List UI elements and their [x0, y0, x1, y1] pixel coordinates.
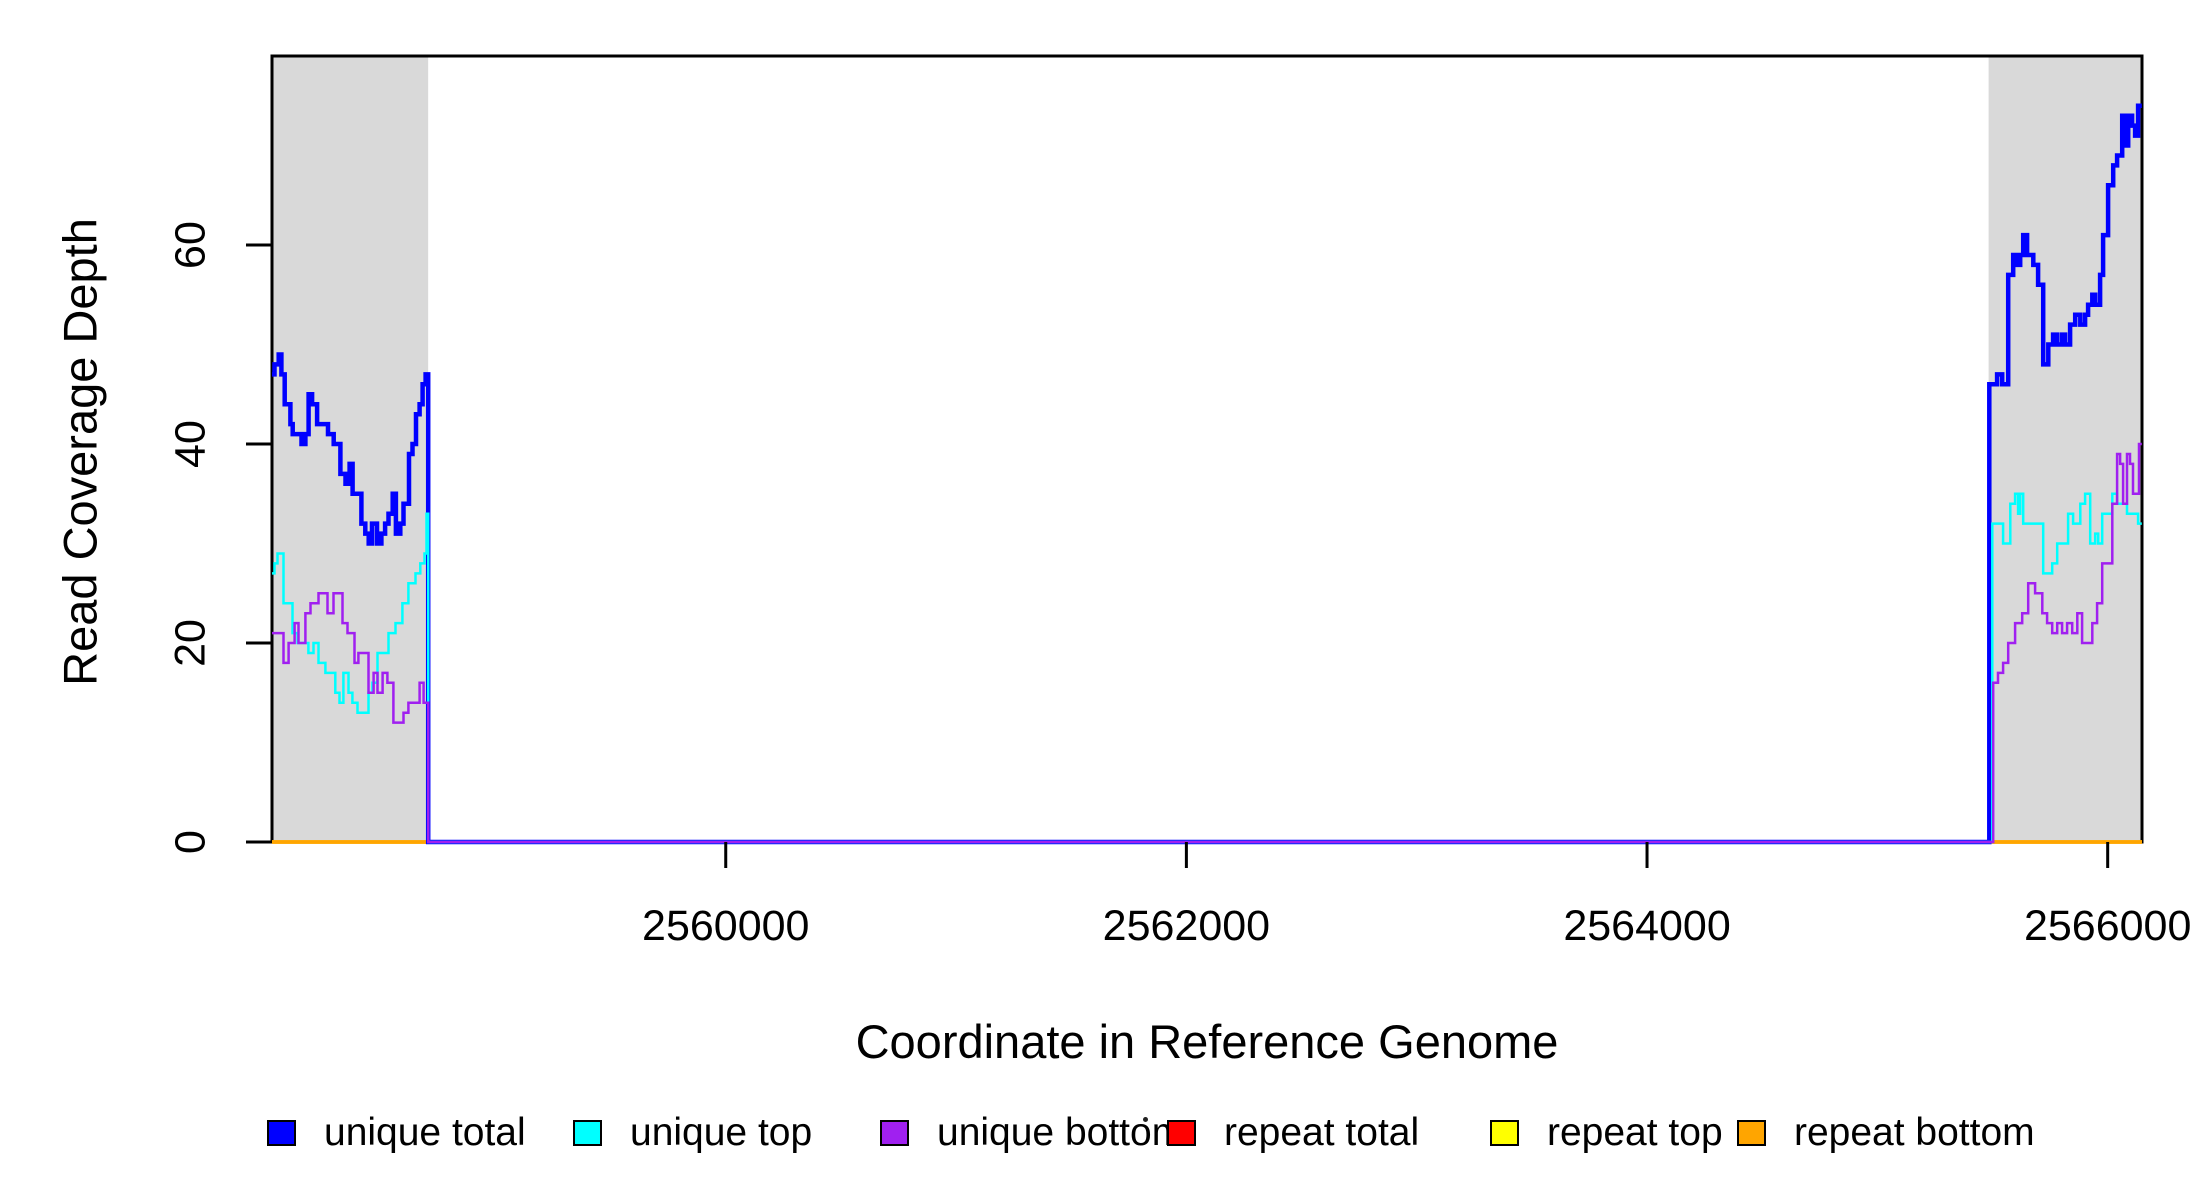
- legend-label: repeat bottom: [1794, 1111, 2035, 1154]
- legend-label: unique bottom: [937, 1111, 1185, 1154]
- legend-item-unique-total: unique total: [267, 1111, 526, 1154]
- legend-label: unique top: [630, 1111, 813, 1154]
- legend-label: repeat total: [1224, 1111, 1420, 1154]
- x-tick-label-3: 2566000: [2024, 902, 2191, 950]
- y-tick-label-3: 60: [166, 221, 214, 269]
- legend-swatch-unique-bottom: [880, 1120, 909, 1146]
- legend-swatch-repeat-top: [1490, 1120, 1519, 1146]
- legend-item-repeat-top: repeat top: [1490, 1111, 1723, 1154]
- legend-label: repeat top: [1547, 1111, 1723, 1154]
- series-unique-total-line: [272, 103, 2142, 845]
- y-axis-title: Read Coverage Depth: [53, 218, 107, 686]
- x-tick-label-1: 2562000: [1103, 902, 1270, 950]
- legend-swatch-unique-total: [267, 1120, 296, 1146]
- plot-frame: [270, 54, 2144, 844]
- legend-label: unique total: [324, 1111, 526, 1154]
- series-unique-bottom-line: [272, 442, 2142, 844]
- series-unique-top-line: [272, 492, 2142, 844]
- x-tick-label-2: 2564000: [1563, 902, 1730, 950]
- legend-swatch-repeat-total: [1167, 1120, 1196, 1146]
- shaded-region-0: [272, 56, 429, 842]
- y-tick-label-0: 0: [166, 830, 214, 854]
- legend-swatch-unique-top: [573, 1120, 602, 1146]
- legend-item-unique-bottom: unique bottom: [880, 1111, 1185, 1154]
- x-axis-title: Coordinate in Reference Genome: [855, 1015, 1559, 1068]
- legend-swatch-repeat-bottom: [1737, 1120, 1766, 1146]
- legend-item-repeat-bottom: repeat bottom: [1737, 1111, 2035, 1154]
- x-tick-label-0: 2560000: [642, 902, 809, 950]
- legend-item-repeat-total: repeat total: [1167, 1111, 1420, 1154]
- y-tick-label-2: 40: [166, 420, 214, 468]
- legend-item-unique-top: unique top: [573, 1111, 813, 1154]
- shaded-region-1: [1988, 56, 2142, 842]
- y-tick-label-1: 20: [166, 619, 214, 667]
- stray-dot-mark: [1143, 1117, 1148, 1122]
